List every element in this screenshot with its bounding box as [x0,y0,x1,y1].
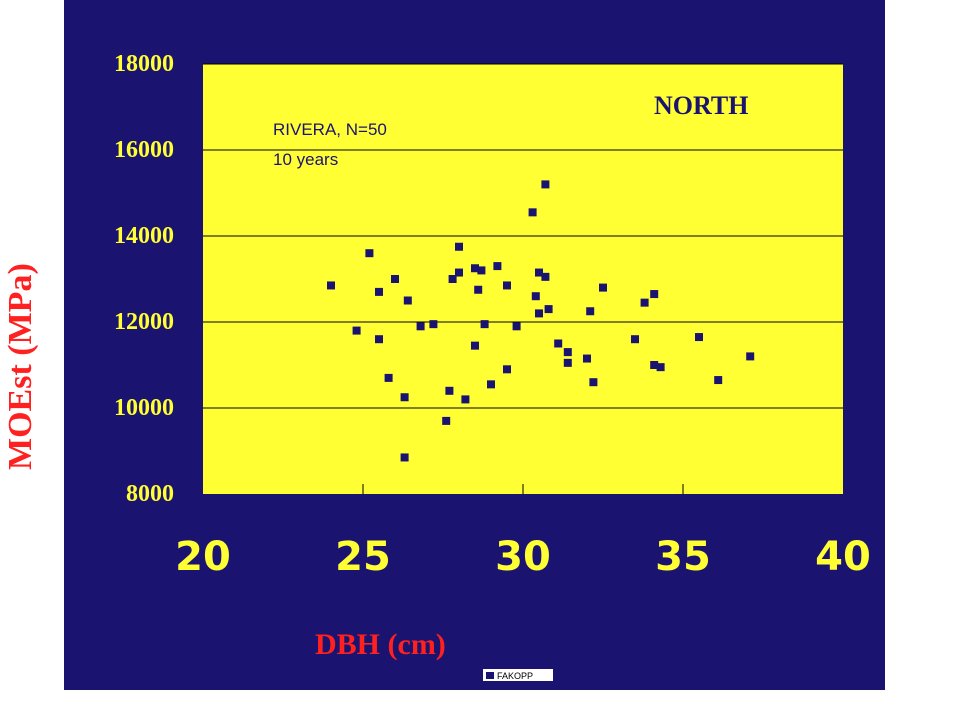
data-point-6 [384,373,393,382]
y-tick-label-14000: 14000 [114,223,174,249]
data-point-45 [650,290,659,299]
data-point-38 [563,358,572,367]
chart-slide: 8000 10000 12000 14000 16000 18000 20 25 30 35 40… [64,0,885,690]
data-point-39 [583,354,591,363]
data-point-14 [445,386,454,395]
x-axis-label: DBH (cm) [315,628,446,661]
data-point-3 [365,249,374,258]
data-point-17 [455,268,463,277]
x-tick-label-20: 20 [175,534,231,580]
y-axis-label: MOEst (MPa) [2,263,39,470]
data-point-43 [631,335,639,344]
y-tick-label-18000: 18000 [114,51,174,77]
region-label: NORTH [654,91,749,120]
x-tick-label-35: 35 [655,534,711,580]
data-point-4 [375,335,383,344]
age-annotation: 10 years [273,150,339,169]
data-point-10 [416,322,425,331]
data-point-2 [352,326,361,335]
y-tick-label-12000: 12000 [114,309,174,335]
data-point-21 [474,285,483,294]
y-tick-label-16000: 16000 [114,137,174,163]
plot-area [203,64,843,494]
data-point-22 [477,266,486,275]
data-point-28 [512,322,521,331]
data-point-18 [461,395,470,404]
data-point-1 [327,281,335,290]
data-point-46 [650,361,659,369]
data-point-13 [442,416,451,425]
data-point-15 [448,275,457,283]
data-point-25 [493,262,502,271]
data-point-32 [535,268,543,277]
logo-text: FAKOPP [497,671,534,681]
data-point-9 [403,296,412,305]
data-point-37 [563,348,572,357]
data-point-31 [535,309,543,318]
data-point-41 [589,378,598,387]
data-point-42 [599,283,607,292]
data-point-12 [429,320,438,329]
data-point-48 [695,333,703,342]
data-point-11 [400,453,409,462]
data-point-30 [531,292,540,301]
data-point-34 [541,272,550,281]
fakopp-logo: FAKOPP [482,668,554,682]
logo-square-icon [486,672,494,679]
data-point-35 [544,305,553,314]
data-point-44 [640,298,649,307]
data-point-20 [471,264,479,273]
scatter-plot [203,63,843,494]
x-tick-label-25: 25 [335,534,391,580]
data-point-26 [503,281,511,290]
data-point-27 [503,365,511,374]
data-point-47 [656,363,665,372]
site-annotation: RIVERA, N=50 [273,120,387,139]
data-point-5 [375,287,383,296]
data-point-19 [471,341,479,350]
data-point-50 [746,352,755,361]
data-point-40 [586,307,595,316]
x-tick-label-30: 30 [495,534,551,580]
y-tick-label-10000: 10000 [114,395,174,421]
data-point-7 [391,275,399,283]
data-markers [327,180,755,462]
data-point-8 [400,393,409,402]
x-tick-marks [362,484,684,494]
data-point-33 [541,180,550,189]
data-point-16 [455,242,463,251]
gridlines [203,63,843,409]
data-point-36 [554,339,563,348]
data-point-23 [480,320,489,329]
data-point-29 [528,208,537,217]
x-tick-label-40: 40 [815,534,871,580]
y-tick-label-8000: 8000 [126,481,174,507]
data-point-49 [714,376,723,385]
data-point-24 [487,380,495,389]
